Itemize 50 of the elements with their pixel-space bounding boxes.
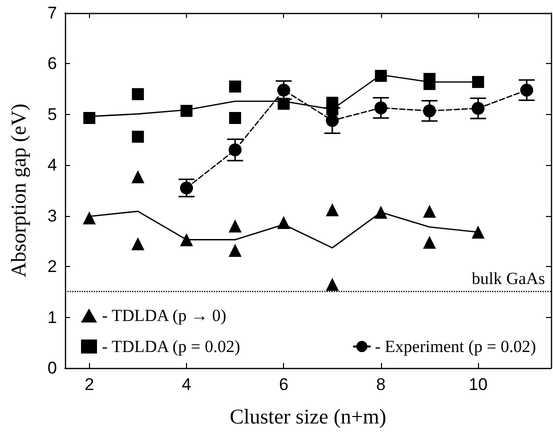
- y-tick-label: 4: [48, 156, 57, 175]
- y-tick-label: 2: [48, 257, 57, 276]
- point: [326, 278, 339, 291]
- legend-label: - TDLDA (p = 0.02): [102, 337, 240, 356]
- point: [277, 216, 290, 229]
- point: [472, 76, 484, 88]
- point: [180, 181, 193, 194]
- y-tick-label: 6: [48, 54, 57, 74]
- x-tick-label: 8: [376, 375, 386, 394]
- point: [520, 84, 534, 97]
- y-axis-title: Absorption gap (eV): [6, 104, 30, 278]
- point: [423, 204, 436, 218]
- point: [472, 226, 485, 239]
- point: [228, 143, 242, 156]
- legend-label: - TDLDA (p → 0): [102, 306, 226, 325]
- point: [472, 102, 485, 115]
- point: [180, 104, 192, 117]
- y-tick-label: 7: [48, 4, 57, 22]
- x-tick-label: 10: [468, 375, 488, 394]
- y-tick-label: 5: [48, 104, 57, 124]
- point: [83, 112, 96, 124]
- point: [374, 101, 388, 114]
- legend-label: - Experiment (p = 0.02): [374, 337, 536, 356]
- point: [132, 88, 144, 100]
- y-tick-label: 0: [48, 358, 57, 378]
- point: [229, 80, 242, 93]
- point: [326, 203, 339, 216]
- point: [82, 211, 96, 224]
- x-tick-label: 2: [84, 375, 94, 394]
- point: [180, 233, 193, 246]
- point: [326, 114, 339, 128]
- point: [229, 112, 242, 124]
- point: [131, 170, 144, 184]
- point: [278, 98, 290, 110]
- point: [374, 206, 388, 219]
- point: [423, 104, 436, 118]
- x-tick-label: 6: [278, 375, 288, 394]
- ref-line-label: bulk GaAs: [472, 268, 545, 288]
- point: [131, 237, 144, 250]
- point: [228, 244, 242, 257]
- point: [228, 220, 242, 232]
- y-tick-label: 1: [48, 308, 57, 327]
- point: [277, 84, 290, 97]
- point: [374, 70, 387, 82]
- point: [423, 236, 436, 249]
- point: [132, 130, 144, 143]
- x-axis-title: Cluster size (n+m): [230, 404, 386, 428]
- y-tick-label: 3: [48, 206, 57, 226]
- x-tick-label: 4: [182, 375, 192, 394]
- point: [326, 103, 338, 116]
